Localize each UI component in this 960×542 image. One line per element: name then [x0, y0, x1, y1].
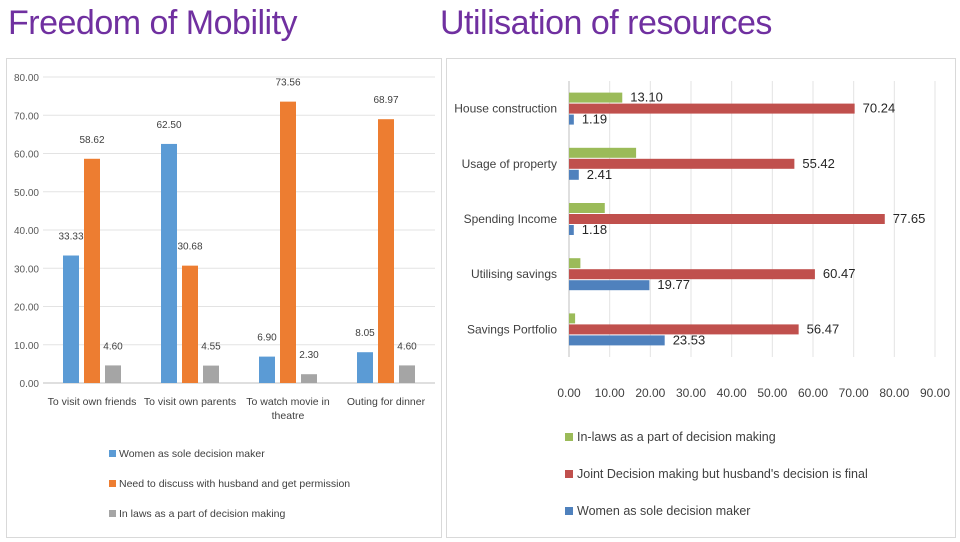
y-tick-label: 50.00	[14, 188, 39, 199]
hbar-3-2	[569, 169, 579, 180]
resources-chart-panel: 0.00 10.00 20.00 30.00 40.00 50.00 60.00 70.00 8…	[446, 58, 956, 538]
right-chart-title: Utilisation of resources	[440, 4, 772, 42]
hbar-2-2	[569, 158, 795, 169]
x-tick-label: 90.00	[920, 386, 950, 400]
x-tick-label: 0.00	[557, 386, 581, 400]
data-label: 77.65	[893, 211, 926, 226]
x-tick-label: 70.00	[839, 386, 869, 400]
data-label: 6.90	[257, 333, 277, 344]
bar-3-3	[301, 374, 317, 383]
data-label: 58.62	[79, 135, 104, 146]
legend-label: Women as sole decision maker	[577, 504, 750, 518]
legend-label: Joint Decision making but husband's deci…	[577, 467, 868, 481]
category-label: Usage of property	[462, 157, 557, 171]
hbar-1-5	[569, 313, 576, 324]
x-tick-label: 40.00	[717, 386, 747, 400]
data-label: 33.33	[58, 232, 83, 243]
data-label: 68.97	[373, 95, 398, 106]
hbar-2-3	[569, 214, 885, 224]
legend-swatch	[565, 433, 573, 441]
bar-2-2	[182, 265, 198, 383]
bar-1-3	[259, 356, 275, 383]
category-label: Utilising savings	[471, 267, 557, 281]
hbar-1-3	[569, 203, 605, 213]
y-tick-label: 40.00	[14, 226, 39, 237]
x-tick-label: 80.00	[879, 386, 909, 400]
data-label: 1.18	[582, 222, 607, 237]
data-label: 13.10	[630, 90, 663, 105]
data-label: 4.55	[201, 342, 221, 353]
bar-1-2	[161, 143, 177, 383]
category-label: Spending Income	[464, 212, 558, 226]
category-label: To visit own friends	[48, 396, 137, 408]
category-label: House construction	[454, 102, 557, 116]
data-label: 30.68	[177, 242, 202, 253]
y-tick-label: 30.00	[14, 264, 39, 275]
category-label: To watch movie in	[246, 396, 330, 408]
y-tick-label: 70.00	[14, 111, 39, 122]
data-label: 56.47	[807, 321, 840, 336]
data-label: 23.53	[673, 332, 706, 347]
data-label: 60.47	[823, 266, 856, 281]
hbar-2-5	[569, 324, 799, 335]
resources-bar-chart: 0.00 10.00 20.00 30.00 40.00 50.00 60.00 70.00 8…	[454, 81, 950, 518]
mobility-chart-panel: 0.00 10.00 20.00 30.00 40.00 50.00 60.00 70.00 8…	[6, 58, 442, 538]
data-label: 70.24	[863, 101, 896, 116]
data-label: 8.05	[355, 328, 375, 339]
y-tick-label: 0.00	[20, 379, 40, 390]
x-tick-label: 10.00	[595, 386, 625, 400]
data-label: 62.50	[156, 120, 181, 131]
x-tick-label: 30.00	[676, 386, 706, 400]
hbar-3-3	[569, 225, 574, 235]
bar-2-4	[378, 119, 394, 383]
bar-3-4	[399, 365, 415, 383]
y-tick-label: 20.00	[14, 303, 39, 314]
bar-3-1	[105, 365, 121, 383]
mobility-bar-chart: 0.00 10.00 20.00 30.00 40.00 50.00 60.00 70.00 8…	[14, 73, 435, 520]
bar-2-1	[84, 158, 100, 383]
hbar-2-4	[569, 269, 815, 280]
bar-3-2	[203, 365, 219, 383]
legend-swatch	[565, 470, 573, 478]
bar-1-4	[357, 352, 373, 383]
legend-label: Need to discuss with husband and get per…	[119, 478, 350, 490]
y-tick-label: 60.00	[14, 150, 39, 161]
y-tick-label: 80.00	[14, 73, 39, 84]
category-label: To visit own parents	[144, 396, 236, 408]
legend-label: In laws as a part of decision making	[119, 508, 285, 520]
y-tick-label: 10.00	[14, 341, 39, 352]
x-tick-label: 60.00	[798, 386, 828, 400]
x-tick-label: 50.00	[757, 386, 787, 400]
data-label: 4.60	[397, 341, 417, 352]
category-label: theatre	[272, 410, 305, 422]
data-label: 2.41	[587, 167, 612, 182]
legend-swatch	[109, 510, 116, 517]
bar-2-3	[280, 101, 296, 383]
hbar-3-5	[569, 335, 665, 346]
category-label: Outing for dinner	[347, 396, 426, 408]
bar-1-1	[63, 255, 79, 383]
legend-label: Women as sole decision maker	[119, 448, 265, 460]
legend-swatch	[109, 450, 116, 457]
left-chart-title: Freedom of Mobility	[8, 4, 298, 42]
data-label: 1.19	[582, 112, 607, 127]
legend-swatch	[109, 480, 116, 487]
data-label: 73.56	[275, 78, 300, 89]
x-tick-label: 20.00	[635, 386, 665, 400]
hbar-1-1	[569, 92, 623, 103]
data-label: 19.77	[657, 277, 690, 292]
data-label: 2.30	[299, 350, 319, 361]
data-label: 55.42	[802, 156, 835, 171]
category-label: Savings Portfolio	[467, 322, 557, 336]
hbar-3-1	[569, 114, 574, 125]
hbar-3-4	[569, 280, 650, 291]
hbar-1-4	[569, 258, 581, 269]
hbar-1-2	[569, 147, 637, 158]
legend-swatch	[565, 507, 573, 515]
hbar-2-1	[569, 103, 855, 114]
legend-label: In-laws as a part of decision making	[577, 430, 776, 444]
data-label: 4.60	[103, 341, 123, 352]
